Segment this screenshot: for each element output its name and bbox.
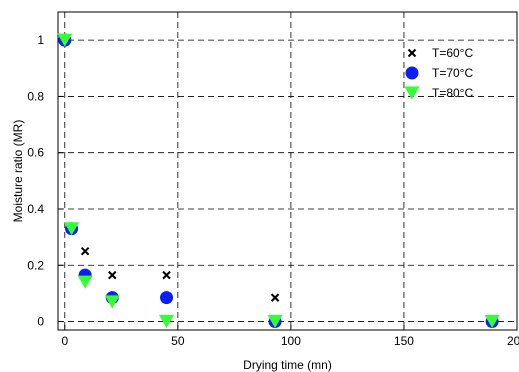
legend-label: T=70°C [432, 66, 473, 80]
data-point-triangle [159, 315, 175, 329]
plot-frame [57, 11, 518, 331]
y-axis-label: Moisture ratio (MR) [11, 120, 25, 223]
legend-label: T=60°C [432, 46, 473, 60]
data-point-triangle [64, 222, 80, 236]
legend: T=60°C T=70°C T=80°C [404, 46, 473, 100]
x-tick-label: 50 [171, 334, 185, 348]
y-tick-label: 1 [37, 33, 44, 47]
y-tick-label: 0 [37, 315, 44, 329]
x-axis-label: Drying time (mn) [243, 358, 332, 372]
legend-item-circle: T=70°C [405, 66, 473, 80]
data-point-cross [80, 246, 90, 256]
data-point-circle [160, 291, 174, 305]
data-point-triangle [267, 315, 283, 329]
x-tick-label: 150 [394, 334, 414, 348]
axis-ticks: 0 50 100 150 200 0 0.2 0.4 0.6 0.8 1 [27, 33, 519, 348]
data-point-legend-triangle [404, 86, 420, 100]
data-point-legend-circle [405, 66, 419, 80]
data-point-cross [108, 270, 117, 280]
data-marks [57, 33, 500, 329]
data-point-legend-cross [407, 48, 417, 58]
y-tick-label: 0.6 [27, 146, 44, 160]
data-point-triangle [484, 315, 500, 329]
legend-label: T=80°C [432, 86, 473, 100]
legend-item-triangle: T=80°C [404, 86, 473, 100]
y-tick-label: 0.8 [27, 89, 44, 103]
y-tick-label: 0.2 [27, 258, 44, 272]
data-point-triangle [77, 275, 93, 289]
y-tick-label: 0.4 [27, 202, 44, 216]
x-tick-label: 200 [507, 334, 519, 348]
data-point-triangle [104, 295, 120, 309]
data-point-cross [162, 270, 171, 280]
data-point-triangle [57, 33, 73, 47]
x-tick-label: 100 [281, 334, 301, 348]
legend-item-cross: T=60°C [407, 46, 473, 60]
data-point-cross [270, 293, 280, 302]
x-tick-label: 0 [61, 334, 68, 348]
